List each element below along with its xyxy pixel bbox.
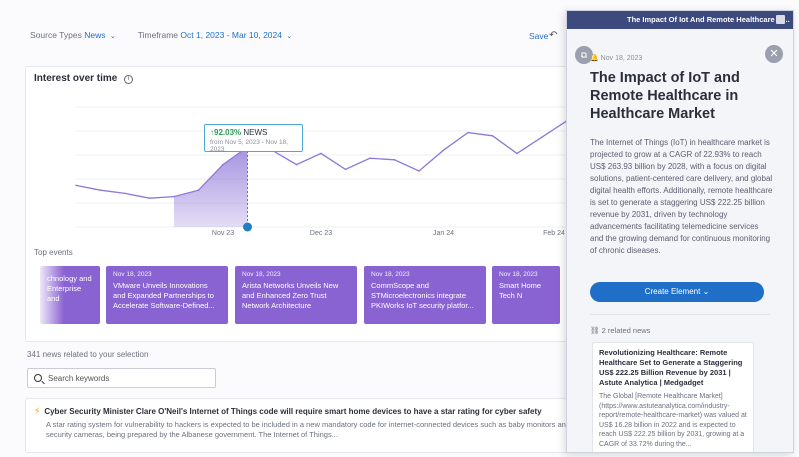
timeframe-label: Timeframe [137,30,179,40]
x-tick-label: Nov 23 [212,230,234,237]
article-date-text: Nov 18, 2023 [600,55,643,62]
data-point [393,159,396,161]
create-element-button[interactable]: Create Element ⌄ [590,282,764,302]
tooltip-range: from Nov 5, 2023 - Nov 18, 2023 [210,139,289,153]
search-input[interactable] [48,373,208,383]
data-point [173,195,175,198]
event-card[interactable]: chnology and Enterprise and [40,266,100,324]
x-tick-label: Feb 24 [543,230,565,237]
data-point [295,163,298,166]
related-news-body: The Global [Remote Healthcare Market](ht… [599,393,747,448]
info-icon[interactable]: i [124,75,134,84]
data-point [320,152,322,155]
data-point [197,189,200,191]
news-item-title[interactable]: Cyber Security Minister Clare O'Neil's I… [44,407,542,416]
share-icon[interactable]: ⧉ [575,46,593,64]
data-point [491,135,494,137]
bell-icon: 🔔 [590,55,599,62]
article-date: 🔔 Nov 18, 2023 [590,54,642,62]
filter-bar: Source Types News ⌄ Timeframe Oct 1, 202… [30,30,292,40]
data-point [540,136,543,139]
panel-body: ⧉ ✕ 🔔 Nov 18, 2023 The Impact of IoT and… [567,29,793,452]
related-news-count: 2 related news [601,326,651,335]
x-tick-label: Dec 23 [310,230,332,237]
timeframe-value: Oct 1, 2023 - Mar 10, 2024 [180,30,282,40]
data-point [148,197,151,199]
event-card[interactable]: Nov 18, 2023 Smart Home Tech N [492,266,560,324]
event-title: Arista Networks Unveils New and Enhanced… [242,281,339,310]
event-title: CommScope and STMicroelectronics integra… [371,281,474,310]
panel-header-title: The Impact Of Iot And Remote Healthcare … [627,15,790,24]
x-tick-label: Jan 24 [433,230,454,237]
bolt-icon: ⚡ [34,406,41,416]
event-card[interactable]: Nov 18, 2023 CommScope and STMicroelectr… [364,266,486,324]
create-element-label: Create Element [644,287,701,296]
top-events-label: Top events [34,248,73,257]
event-title: VMware Unveils Innovations and Expanded … [113,281,215,310]
news-item-body: A star rating system for vulnerability t… [46,420,571,439]
source-type-value: News [84,30,106,40]
data-point [124,192,126,195]
data-point [75,184,77,187]
link-icon: ⛓ [590,326,600,335]
data-point [222,163,224,166]
event-card[interactable]: Nov 18, 2023 Arista Networks Unveils New… [235,266,357,324]
tooltip-percent: 92.03% [214,128,242,137]
chart-tooltip: ↑92.03% NEWS from Nov 5, 2023 - Nov 18, … [204,124,303,153]
chevron-down-icon: ⌄ [702,287,710,296]
related-news-title[interactable]: Revolutionizing Healthcare: Remote Healt… [599,348,743,387]
panel-header: The Impact Of Iot And Remote Healthcare … [567,11,793,29]
divider [590,314,770,315]
source-type-filter[interactable]: Source Types News ⌄ [30,30,116,40]
search-icon [34,374,42,382]
timeframe-filter[interactable]: Timeframe Oct 1, 2023 - Mar 10, 2024 ⌄ [138,30,293,40]
search-box[interactable] [27,368,216,388]
data-point [467,131,469,134]
chevron-down-icon: ⌄ [286,33,293,40]
source-type-label: Source Types [30,30,82,40]
event-card[interactable]: Nov 18, 2023 VMware Unveils Innovations … [106,266,228,324]
event-title: chnology and Enterprise and [47,274,92,303]
interest-chart-card: Interest over time i Nov 23 Dec 23 Jan 24 F… [25,66,585,342]
news-list-item[interactable]: ⚡ Cyber Security Minister Clare O'Neil's … [25,398,585,453]
data-point [344,168,347,171]
chevron-down-icon: ⌄ [109,33,116,40]
close-icon[interactable]: ✕ [765,45,783,63]
event-date: Nov 18, 2023 [242,271,281,278]
data-point [418,170,420,172]
chart-title-text: Interest over time [34,73,118,84]
save-button[interactable]: Save [529,31,549,41]
event-pin-icon [243,222,252,232]
chart-title: Interest over time i [34,73,134,84]
article-description: The Internet of Things (IoT) in healthca… [590,138,773,255]
undo-icon[interactable]: ↶ [549,30,558,41]
article-side-panel: The Impact Of Iot And Remote Healthcare … [566,10,794,453]
data-point [99,189,102,191]
data-point [442,149,445,151]
news-count: 341 news related to your selection [27,350,149,359]
related-news-label: ⛓ 2 related news [590,326,650,335]
related-news-card[interactable]: Revolutionizing Healthcare: Remote Healt… [592,342,754,452]
data-point [516,152,518,155]
highlight-area [174,147,248,227]
series-line-news [75,120,567,199]
tooltip-label: NEWS [243,128,268,137]
window-maximize-icon[interactable] [776,15,785,24]
up-arrow-icon: ↑ [210,128,214,137]
data-point [369,157,371,159]
article-title: The Impact of IoT and Remote Healthcare … [590,70,740,122]
event-date: Nov 18, 2023 [499,271,538,278]
event-date: Nov 18, 2023 [371,271,410,278]
top-events-list: chnology and Enterprise and Nov 18, 2023… [40,266,560,324]
event-date: Nov 18, 2023 [113,271,152,278]
event-title: Smart Home Tech N [499,281,542,300]
interest-chart: Nov 23 Dec 23 Jan 24 Feb 24 [75,106,567,237]
